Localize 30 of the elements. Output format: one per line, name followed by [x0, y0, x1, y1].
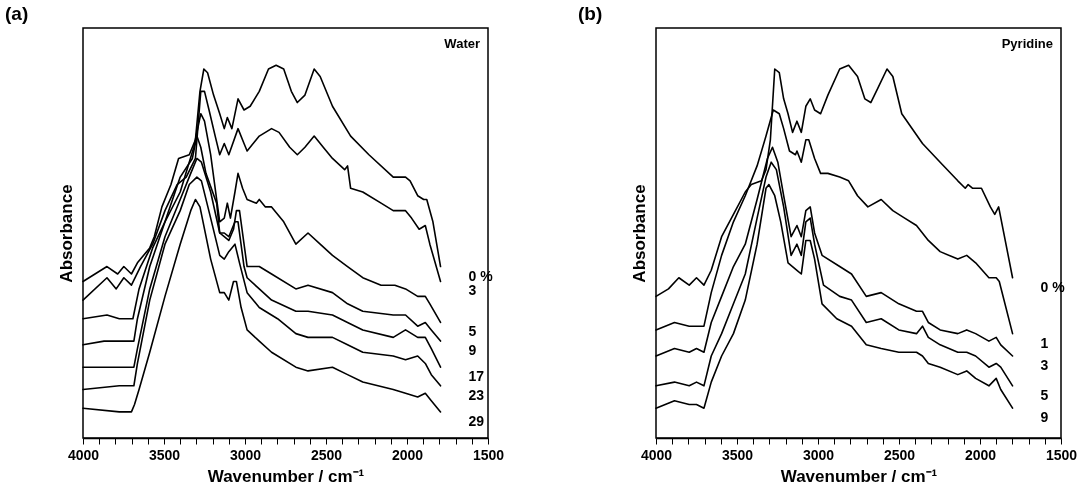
x-tick-label: 2000 — [964, 446, 997, 463]
x-tick-label: 3000 — [229, 446, 262, 463]
x-axis-title: Wavenumber / cm⁻¹ — [207, 466, 365, 486]
text: 9 — [468, 342, 477, 359]
text: 29 — [468, 412, 485, 429]
x-tick-label: 2000 — [391, 446, 424, 463]
x-axis-title: Wavenumber / cm⁻¹ — [780, 466, 938, 486]
text: 17 — [468, 368, 485, 385]
chart-title: (a) — [5, 3, 29, 24]
text: 9 — [1040, 409, 1049, 426]
x-tick-label: 3500 — [148, 446, 181, 463]
text: 23 — [468, 386, 485, 403]
x-tick-label: 4000 — [67, 446, 100, 463]
text: 3 — [468, 282, 477, 299]
text: Pyridine — [1001, 36, 1053, 51]
text: Water — [444, 36, 480, 51]
x-tick-label: 2500 — [883, 446, 916, 463]
x-tick-label: 2500 — [310, 446, 343, 463]
text: 1 — [1040, 334, 1049, 351]
x-tick-label: 1500 — [472, 446, 505, 463]
text: 5 — [1040, 386, 1049, 403]
y-axis-title: Absorbance — [629, 184, 649, 283]
x-tick-label: 3000 — [802, 446, 835, 463]
y-axis-title: Absorbance — [56, 184, 76, 283]
x-tick-label: 4000 — [640, 446, 673, 463]
text: 5 — [468, 323, 477, 340]
x-tick-label: 1500 — [1045, 446, 1078, 463]
chart-title: (b) — [578, 3, 603, 24]
x-tick-label: 3500 — [721, 446, 754, 463]
text: 3 — [1040, 357, 1049, 373]
